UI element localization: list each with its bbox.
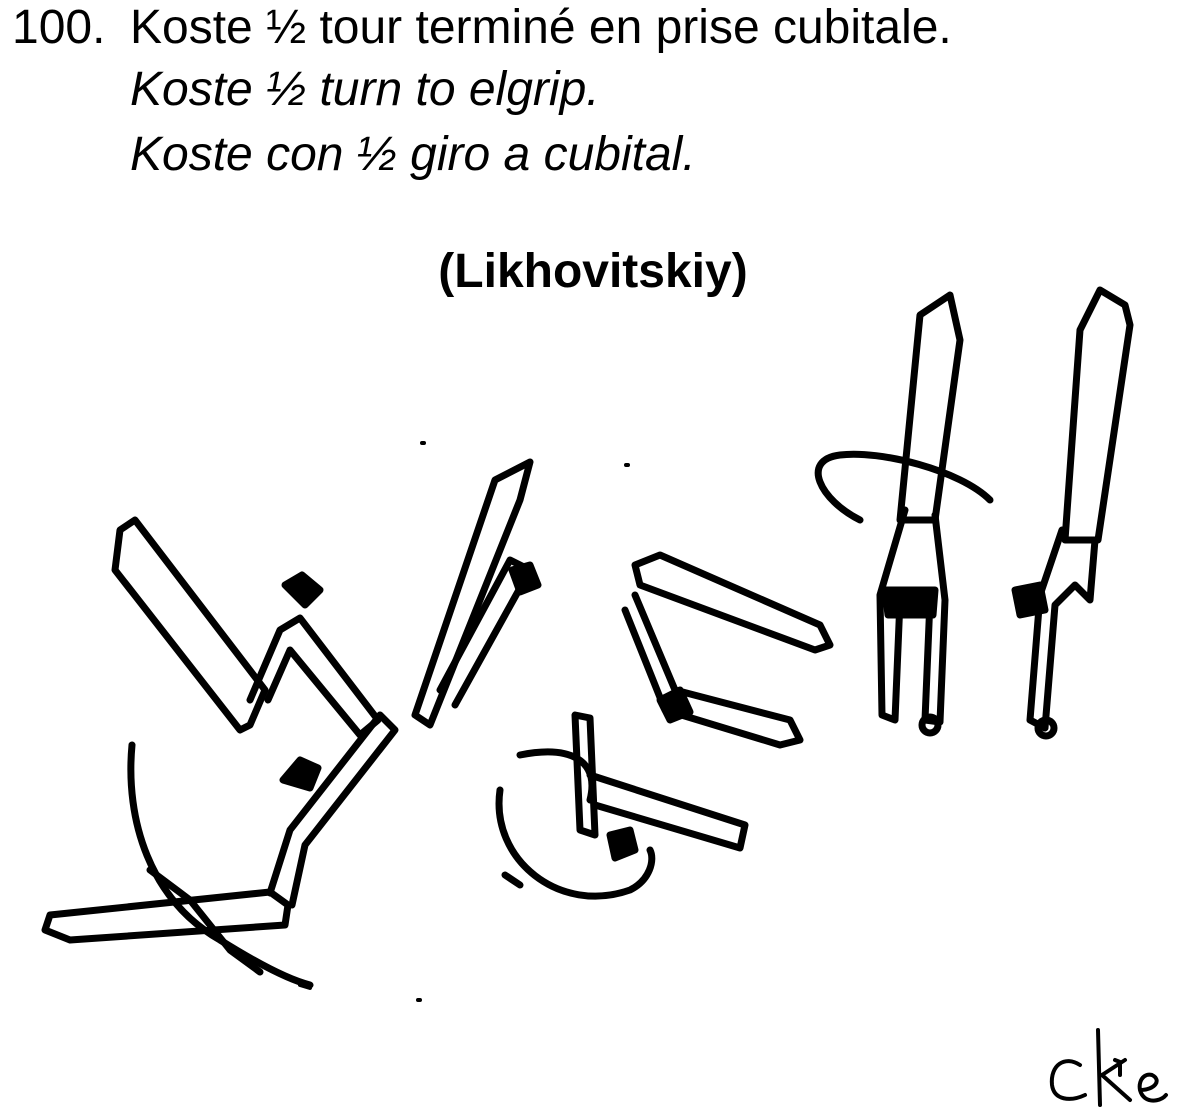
element-number: 100. [12, 1, 106, 54]
gymnast-figure-4 [495, 711, 749, 900]
artist-signature [1049, 1028, 1168, 1107]
title-spanish: Koste con ½ giro a cubital. [130, 128, 696, 181]
author-name: (Likhovitskiy) [438, 245, 748, 298]
gymnast-figure-7 [1011, 286, 1134, 740]
gymnast-figure-1 [41, 711, 399, 989]
ink-specks [298, 441, 630, 1002]
gymnast-figure-2 [111, 516, 382, 739]
gymnast-figure-6 [814, 291, 994, 737]
title-french: Koste ½ tour terminé en prise cubitale. [130, 1, 952, 54]
gymnast-figure-3 [411, 458, 542, 729]
title-english: Koste ½ turn to elgrip. [130, 63, 600, 116]
gymnast-figure-5 [621, 551, 834, 749]
gymnast-sequence-illustration [41, 286, 1134, 1002]
